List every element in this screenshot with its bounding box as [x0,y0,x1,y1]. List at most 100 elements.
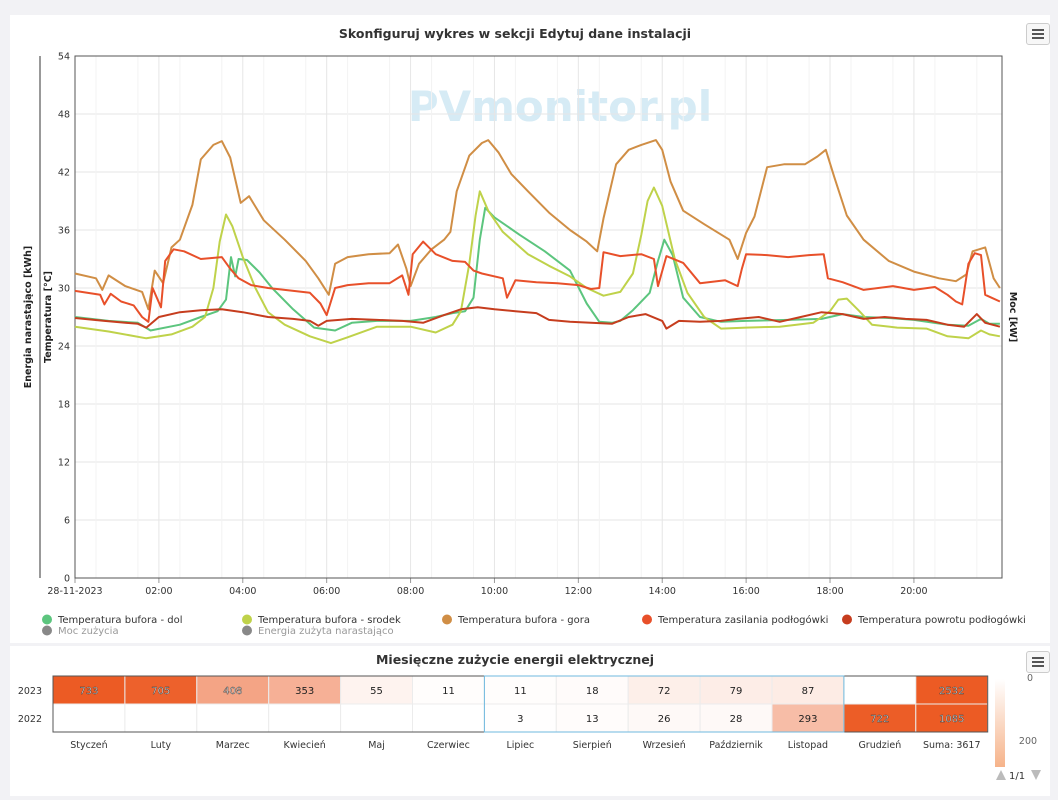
y-tick-label: 6 [64,516,70,527]
chart-title: Skonfiguruj wykres w sekcji Edytuj dane … [339,26,691,41]
heatmap-month-label: Sierpień [573,740,612,751]
legend-label: Temperatura powrotu podłogówki [857,614,1026,626]
heatmap-total-value: 2532 [939,686,964,697]
y-axis-title-power: Moc [kW] [1007,292,1018,342]
legend-label: Temperatura bufora - srodek [257,615,401,626]
pager-down-arrow-icon[interactable] [1031,770,1041,780]
heatmap-row-label: 2022 [18,714,42,725]
heatmap-cell-value: 28 [730,714,743,725]
heatmap-cell [771,675,845,705]
heatmap-cell-value: 55 [370,686,383,697]
heatmap-cell [340,675,414,705]
heatmap-cell [699,703,773,733]
heatmap-cell-value: 408 [223,686,242,697]
y-axis-title-energy: Energia narastająco [kWh] [23,246,34,388]
legend-marker [42,614,52,625]
legend-item[interactable]: Temperatura bufora - srodek [242,614,401,627]
heatmap-month-label: Listopad [788,740,828,751]
x-tick-label: 12:00 [565,586,592,597]
y-tick-label: 36 [58,226,70,237]
heatmap-cell-value: 79 [730,686,743,697]
heatmap-cell [124,675,198,705]
legend-label: Temperatura bufora - dol [57,615,183,626]
pager-label: 1/1 [1009,771,1025,782]
legend-label: Energia zużyta narastająco [258,626,394,637]
series-line-powrot [74,306,1001,330]
x-tick-label: 28-11-2023 [47,586,102,597]
legend-item[interactable]: Temperatura zasilania podłogówki [642,614,828,626]
legend-item[interactable]: Temperatura bufora - dol [42,614,183,627]
series-line-srodek [74,186,1001,345]
heatmap-cell-value: 11 [514,686,527,697]
x-tick-label: 02:00 [145,586,172,597]
watermark-text: PVmonitor.pl [408,82,712,131]
legend-marker [842,614,852,625]
series-line-zasilanie [74,240,1001,323]
menu-bar [1032,665,1044,667]
menu-bar [1032,657,1044,659]
heatmap-cell-value: 705 [151,686,170,697]
heatmap-cell-value: 3 [517,714,523,725]
heatmap-month-label: Wrzesień [643,740,686,751]
heatmap-cell [843,703,917,733]
legend-marker [642,614,652,625]
legend-item[interactable]: Temperatura bufora - gora [442,614,590,627]
heatmap-cell [412,703,485,733]
heatmap-sum-label: Suma: 3617 [923,740,981,751]
legend-item[interactable]: Energia zużyta narastająco [242,625,394,638]
heatmap-month-label: Maj [368,740,385,751]
heatmap-cell [843,675,917,705]
heatmap-month-label: Styczeń [70,740,107,751]
y-tick-label: 30 [58,284,70,295]
heatmap-cell [627,675,701,705]
menu-bar [1032,661,1044,663]
y-tick-label: 18 [58,400,70,411]
heatmap-cell-value: 353 [295,686,314,697]
color-axis-label: 200 [1019,736,1037,747]
heatmap-cell-value: 26 [658,714,671,725]
heatmap-title: Miesięczne zużycie energii elektrycznej [376,652,654,667]
y-axis-title-temperature: Temperatura [°C] [43,271,54,363]
legend-marker [442,614,452,625]
heatmap-month-label: Luty [151,740,172,751]
menu-bar [1032,37,1044,39]
legend-item[interactable]: Temperatura powrotu podłogówki [842,614,1026,626]
heatmap-cell [268,675,342,705]
heatmap-cell-value: 13 [586,714,599,725]
pager-up-arrow-icon[interactable] [996,770,1006,780]
legend-label: Temperatura bufora - gora [457,615,590,626]
monthly-heatmap: Miesięczne zużycie energii elektrycznej 2… [18,652,1041,782]
x-tick-label: 16:00 [732,586,759,597]
y-tick-label: 24 [58,342,70,353]
x-tick-label: 04:00 [229,586,256,597]
legend-item[interactable]: Moc zużycia [42,625,119,638]
heatmap-month-label: Grudzień [858,740,901,751]
legend-marker [42,625,52,636]
menu-bar [1032,29,1044,31]
heatmap-panel: Miesięczne zużycie energii elektrycznej 2… [10,646,1050,796]
x-tick-label: 14:00 [649,586,676,597]
heatmap-month-label: Marzec [216,740,250,751]
x-tick-label: 20:00 [900,586,927,597]
heatmap-cell [124,703,198,733]
y-tick-label: 0 [64,574,70,585]
heatmap-month-label: Czerwiec [427,740,470,751]
series-line-gora [74,139,1001,311]
heatmap-cell [196,675,270,705]
color-axis-label: 0 [1027,673,1033,684]
legend-marker [242,614,252,625]
heatmap-cell-value: 293 [798,714,817,725]
heatmap-menu-button[interactable] [1026,651,1050,673]
y-tick-label: 54 [58,52,70,63]
heatmap-cell-value: 11 [442,686,455,697]
heatmap-cell [412,675,485,705]
heatmap-month-label: Kwiecień [284,740,326,751]
y-tick-label: 42 [58,168,70,179]
heatmap-cell [268,703,342,733]
heatmap-cell-value: 733 [79,686,98,697]
color-axis-bar [995,679,1005,767]
heatmap-cell-value: 72 [658,686,671,697]
x-tick-label: 18:00 [816,586,843,597]
legend-marker [242,625,252,636]
chart-menu-button[interactable] [1026,23,1050,45]
